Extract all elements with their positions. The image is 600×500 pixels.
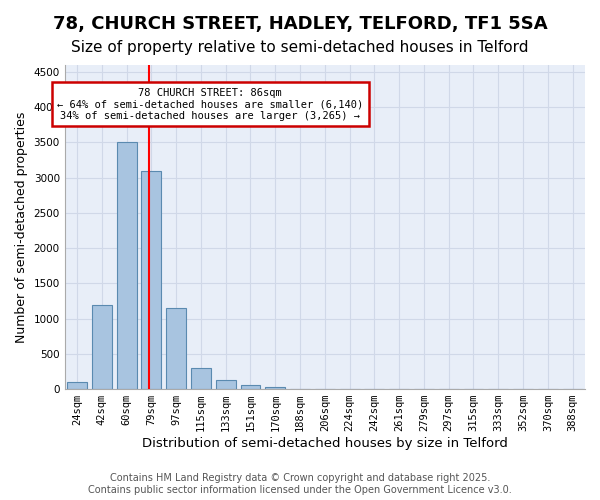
Text: Contains HM Land Registry data © Crown copyright and database right 2025.
Contai: Contains HM Land Registry data © Crown c… — [88, 474, 512, 495]
Bar — [166, 308, 186, 389]
Text: 78 CHURCH STREET: 86sqm
← 64% of semi-detached houses are smaller (6,140)
34% of: 78 CHURCH STREET: 86sqm ← 64% of semi-de… — [57, 88, 364, 121]
Bar — [67, 382, 87, 389]
Bar — [241, 385, 260, 389]
Bar — [142, 170, 161, 389]
X-axis label: Distribution of semi-detached houses by size in Telford: Distribution of semi-detached houses by … — [142, 437, 508, 450]
Bar — [265, 387, 285, 389]
Bar — [92, 304, 112, 389]
Bar — [191, 368, 211, 389]
Text: Size of property relative to semi-detached houses in Telford: Size of property relative to semi-detach… — [71, 40, 529, 55]
Bar — [117, 142, 137, 389]
Bar — [216, 380, 236, 389]
Text: 78, CHURCH STREET, HADLEY, TELFORD, TF1 5SA: 78, CHURCH STREET, HADLEY, TELFORD, TF1 … — [53, 15, 547, 33]
Y-axis label: Number of semi-detached properties: Number of semi-detached properties — [15, 112, 28, 342]
